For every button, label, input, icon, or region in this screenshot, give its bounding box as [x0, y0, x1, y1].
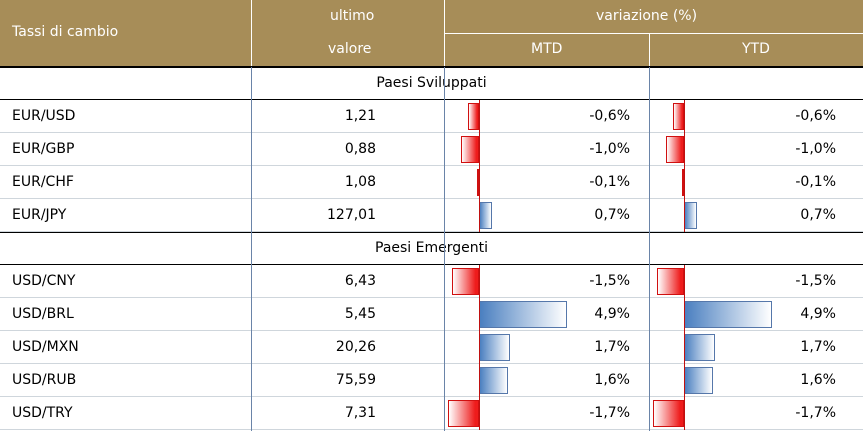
last-value: 75,59: [335, 372, 376, 388]
mtd-value: 4,9%: [594, 306, 630, 322]
ytd-value: -0,1%: [795, 174, 836, 190]
mtd-axis-line: [479, 100, 480, 133]
mtd-value: -0,1%: [589, 174, 630, 190]
header-ytd: YTD: [742, 41, 770, 57]
ytd-axis-line: [684, 298, 685, 331]
ytd-value: -1,7%: [795, 405, 836, 421]
pair-label: USD/CNY: [12, 273, 76, 289]
table-row: USD/MXN 20,26 1,7% 1,7%: [0, 331, 863, 364]
pair-label: USD/TRY: [12, 405, 73, 421]
ytd-axis-line: [684, 199, 685, 232]
table-row: USD/TRY 7,31 -1,7% -1,7%: [0, 397, 863, 430]
table-row: EUR/USD 1,21 -0,6% -0,6%: [0, 100, 863, 133]
last-value: 0,88: [344, 141, 376, 157]
pair-label: USD/RUB: [12, 372, 77, 388]
mtd-bar: [479, 301, 568, 328]
ytd-axis-line: [684, 133, 685, 166]
last-value: 5,45: [344, 306, 376, 322]
mtd-axis-line: [479, 133, 480, 166]
mtd-bar: [461, 136, 479, 163]
ytd-axis-line: [684, 100, 685, 133]
header-mtd-cell: MTD: [445, 34, 649, 66]
mtd-value: 1,7%: [594, 339, 630, 355]
table-row: USD/CNY 6,43 -1,5% -1,5%: [0, 265, 863, 298]
mtd-value: 0,7%: [594, 207, 630, 223]
column-divider: [251, 67, 252, 431]
last-value: 20,26: [335, 339, 376, 355]
table-row: USD/RUB 75,59 1,6% 1,6%: [0, 364, 863, 397]
pair-label: EUR/JPY: [12, 207, 67, 223]
section-header: Paesi Emergenti: [0, 232, 863, 265]
mtd-value: 1,6%: [594, 372, 630, 388]
header-variation: variazione (%): [596, 8, 698, 24]
ytd-bar: [657, 268, 684, 295]
mtd-axis-line: [479, 298, 480, 331]
mtd-bar: [479, 334, 510, 361]
ytd-axis-line: [684, 166, 685, 199]
ytd-bar: [684, 301, 773, 328]
header-ytd-cell: YTD: [650, 34, 863, 66]
ytd-bar: [653, 400, 684, 427]
mtd-axis-line: [479, 397, 480, 430]
mtd-bar: [452, 268, 479, 295]
mtd-bar: [468, 103, 479, 130]
ytd-value: 1,6%: [800, 372, 836, 388]
mtd-value: -1,0%: [589, 141, 630, 157]
ytd-bar: [684, 202, 697, 229]
table-row: EUR/JPY 127,01 0,7% 0,7%: [0, 199, 863, 232]
header-last-value-line1: ultimo: [330, 8, 375, 24]
header-title: Tassi di cambio: [12, 24, 119, 40]
ytd-bar: [684, 367, 713, 394]
mtd-bar: [477, 169, 479, 196]
ytd-axis-line: [684, 397, 685, 430]
table-row: EUR/GBP 0,88 -1,0% -1,0%: [0, 133, 863, 166]
column-divider: [649, 67, 650, 431]
mtd-value: -1,7%: [589, 405, 630, 421]
ytd-bar: [666, 136, 684, 163]
mtd-value: -0,6%: [589, 108, 630, 124]
ytd-value: -0,6%: [795, 108, 836, 124]
header-last-value-cell: ultimo valore: [252, 0, 444, 66]
table-row: EUR/CHF 1,08 -0,1% -0,1%: [0, 166, 863, 199]
mtd-axis-line: [479, 166, 480, 199]
header-variation-cell: variazione (%): [445, 0, 863, 33]
mtd-value: -1,5%: [589, 273, 630, 289]
ytd-axis-line: [684, 364, 685, 397]
pair-label: EUR/USD: [12, 108, 76, 124]
mtd-bar: [479, 367, 508, 394]
mtd-axis-line: [479, 265, 480, 298]
section-header: Paesi Sviluppati: [0, 67, 863, 100]
pair-label: EUR/GBP: [12, 141, 75, 157]
ytd-axis-line: [684, 331, 685, 364]
last-value: 1,21: [344, 108, 376, 124]
mtd-axis-line: [479, 364, 480, 397]
pair-label: USD/BRL: [12, 306, 74, 322]
ytd-value: 1,7%: [800, 339, 836, 355]
header-last-value-line2: valore: [328, 41, 372, 57]
mtd-axis-line: [479, 199, 480, 232]
ytd-bar: [673, 103, 684, 130]
ytd-bar: [684, 334, 715, 361]
ytd-value: -1,5%: [795, 273, 836, 289]
header-pair-cell: Tassi di cambio: [0, 0, 251, 66]
ytd-value: 4,9%: [800, 306, 836, 322]
mtd-axis-line: [479, 331, 480, 364]
column-divider: [444, 67, 445, 431]
header-mtd: MTD: [531, 41, 563, 57]
last-value: 6,43: [344, 273, 376, 289]
last-value: 127,01: [327, 207, 376, 223]
header-divider: [0, 66, 863, 67]
ytd-value: 0,7%: [800, 207, 836, 223]
last-value: 7,31: [344, 405, 376, 421]
mtd-bar: [448, 400, 479, 427]
pair-label: EUR/CHF: [12, 174, 74, 190]
ytd-value: -1,0%: [795, 141, 836, 157]
table-row: USD/BRL 5,45 4,9% 4,9%: [0, 298, 863, 331]
last-value: 1,08: [344, 174, 376, 190]
ytd-axis-line: [684, 265, 685, 298]
pair-label: USD/MXN: [12, 339, 79, 355]
mtd-bar: [479, 202, 492, 229]
ytd-bar: [682, 169, 684, 196]
